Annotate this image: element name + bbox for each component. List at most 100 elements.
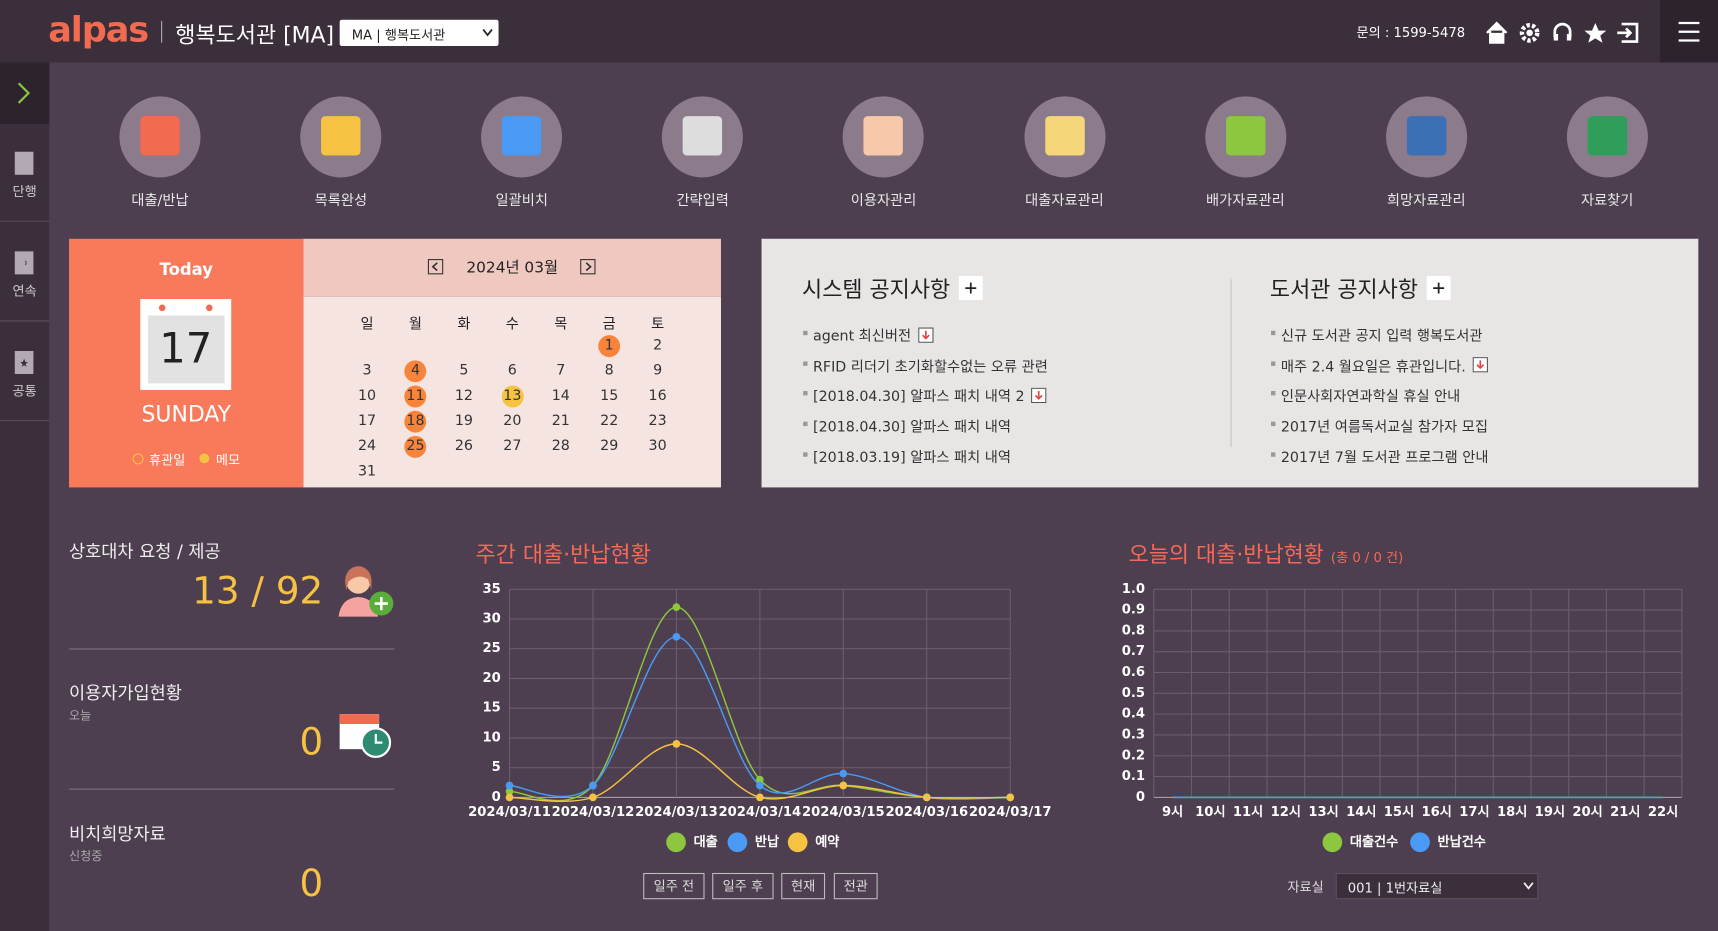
menu-label[interactable]: 대출/반납 [131, 192, 189, 210]
calendar-day[interactable]: 6 [507, 362, 517, 379]
legend-label: 반납 [755, 833, 779, 850]
calendar-day[interactable]: 20 [503, 412, 522, 430]
x-tick-label: 2024/03/13 [635, 805, 718, 820]
notice-text[interactable]: RFID 리더기 초기화할수없는 오류 관련 [813, 358, 1048, 376]
calendar-day[interactable]: 31 [357, 463, 377, 480]
notice-panel [761, 238, 1699, 488]
calendar-day[interactable]: 2 [653, 337, 663, 354]
month-nav[interactable] [427, 258, 597, 276]
nav-button[interactable]: 일주 전 [643, 872, 705, 900]
room-select[interactable] [1335, 872, 1539, 900]
y-tick-label: 0.8 [1122, 623, 1145, 638]
select-arrow [482, 29, 493, 37]
x-tick-label: 9시 [1162, 804, 1183, 820]
calendar-day[interactable]: 24 [357, 438, 377, 455]
file-icon[interactable] [1031, 387, 1047, 403]
bullet [803, 361, 808, 366]
calendar-day[interactable]: 15 [600, 387, 619, 405]
file-icon[interactable] [1472, 357, 1488, 373]
calendar-day[interactable]: 23 [648, 412, 667, 430]
notice-item[interactable]: 신규 도서관 공지 입력 행복도서관 [1281, 324, 1483, 345]
divider [161, 20, 163, 43]
x-tick-label: 11시 [1233, 804, 1263, 820]
menu-label[interactable]: 배가자료관리 [1206, 192, 1285, 210]
calendar-day[interactable]: 26 [454, 438, 473, 455]
calendar-day[interactable]: 12 [454, 387, 473, 405]
notice-item[interactable]: RFID 리더기 초기화할수없는 오류 관련 [813, 355, 1048, 376]
calendar-day[interactable]: 29 [600, 438, 619, 455]
calendar-day[interactable]: 13 [503, 387, 522, 405]
notice-text[interactable]: agent 최신버전 [813, 328, 912, 346]
calendar-day[interactable]: 9 [653, 362, 663, 379]
notice-text[interactable]: 2017년 7월 도서관 프로그램 안내 [1280, 449, 1489, 467]
more-button[interactable] [958, 275, 984, 300]
menu-label[interactable]: 목록완성 [314, 192, 368, 210]
notice-item[interactable]: 2017년 7월 도서관 프로그램 안내 [1280, 446, 1489, 467]
menu-label[interactable]: 간략입력 [676, 192, 729, 210]
calendar-day[interactable]: 25 [406, 438, 425, 455]
notice-text[interactable]: 신규 도서관 공지 입력 행복도서관 [1280, 328, 1483, 346]
hamburger-icon [1678, 21, 1700, 42]
notice-text[interactable]: 매주 2.4 월요일은 휴관입니다. [1280, 358, 1466, 376]
menu-label[interactable]: 대출자료관리 [1025, 192, 1104, 210]
menu-label[interactable]: 자료찾기 [1580, 192, 1634, 210]
menu-glyph [321, 116, 361, 156]
calendar-day[interactable]: 30 [648, 438, 667, 455]
nav-button[interactable]: 일주 후 [712, 872, 774, 900]
legend-label: 예약 [815, 833, 839, 850]
calendar-day[interactable]: 19 [454, 412, 473, 430]
notice-text[interactable]: [2018.03.19] 알파스 패치 내역 [813, 449, 1012, 467]
notice-item[interactable]: [2018.04.30] 알파스 패치 내역 2 [813, 385, 1047, 406]
calendar-day[interactable]: 18 [406, 412, 425, 430]
file-icon[interactable] [917, 326, 934, 343]
bullet [803, 330, 808, 336]
y-tick-label: 0.6 [1122, 665, 1145, 680]
nav-button[interactable]: 전관 [833, 872, 878, 900]
sidebar-toggle[interactable] [0, 62, 50, 124]
calendar-day[interactable]: 27 [503, 438, 522, 455]
notice-text[interactable]: [2018.04.30] 알파스 패치 내역 2 [813, 389, 1025, 406]
calendar-day[interactable]: 3 [362, 362, 372, 379]
menu-label[interactable]: 이용자관리 [850, 192, 917, 210]
x-tick-label: 2024/03/11 [468, 805, 551, 820]
notice-item[interactable]: 인문사회자연과학실 휴실 안내 [1280, 385, 1461, 406]
person-icon [338, 566, 394, 617]
notice-text[interactable]: 2017년 여름독서교실 참가자 모집 [1280, 419, 1488, 437]
calendar-day[interactable]: 21 [551, 412, 570, 430]
notice-text[interactable]: [2018.04.30] 알파스 패치 내역 [813, 419, 1012, 437]
notice-text[interactable]: 인문사회자연과학실 휴실 안내 [1280, 389, 1461, 406]
notice-item[interactable]: [2018.03.19] 알파스 패치 내역 [813, 446, 1012, 467]
point [839, 769, 848, 778]
notice-item[interactable]: agent 최신버전 [813, 324, 934, 346]
menu-label[interactable]: 일괄비치 [495, 192, 548, 210]
calendar-day[interactable]: 16 [648, 387, 667, 405]
point [922, 793, 931, 802]
calendar-day[interactable]: 11 [406, 387, 425, 405]
notice-title: 도서관 공지사항 [1270, 272, 1451, 304]
point [756, 775, 764, 784]
top-icons[interactable] [1481, 18, 1645, 49]
day-marker [598, 335, 621, 358]
notice-item[interactable]: 매주 2.4 월요일은 휴관입니다. [1280, 355, 1488, 376]
calendar-day[interactable]: 14 [551, 387, 570, 405]
calendar-day[interactable]: 8 [604, 362, 614, 379]
calendar-day[interactable]: 17 [357, 412, 377, 430]
library-select[interactable] [339, 19, 499, 47]
y-tick-label: 0.5 [1122, 686, 1145, 701]
calendar-day[interactable]: 28 [551, 438, 570, 455]
weekday: 화 [457, 316, 471, 333]
calendar-day[interactable]: 7 [556, 362, 566, 379]
more-button[interactable] [1426, 275, 1451, 300]
calendar-day[interactable]: 1 [604, 337, 614, 354]
nav-button[interactable]: 현재 [781, 872, 826, 900]
calendar-day[interactable]: 5 [459, 362, 469, 379]
menu-label[interactable]: 희망자료관리 [1386, 192, 1466, 210]
calendar-day[interactable]: 10 [357, 387, 377, 405]
calendar-day[interactable]: 4 [410, 362, 421, 379]
notice-item[interactable]: [2018.04.30] 알파스 패치 내역 [813, 415, 1011, 436]
x-tick-label: 2024/03/12 [552, 805, 635, 820]
calendar-day[interactable]: 22 [600, 412, 619, 430]
notice-item[interactable]: 2017년 여름독서교실 참가자 모집 [1281, 415, 1488, 436]
legend-label: 대출 [694, 833, 718, 850]
